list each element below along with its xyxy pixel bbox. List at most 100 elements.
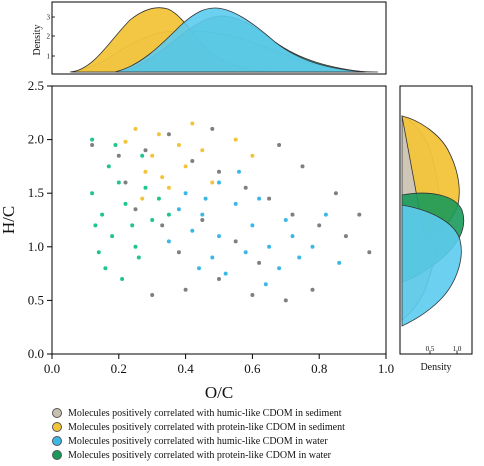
- scatter-point-s3-5: [130, 223, 135, 228]
- scatter-point-s1-5: [143, 169, 148, 174]
- scatter-point-s1-1: [156, 132, 161, 137]
- legend: Molecules positively correlated with hum…: [52, 406, 482, 462]
- legend-swatch-protein-water: [52, 450, 62, 460]
- scatter-point-s0-13: [183, 287, 188, 292]
- scatter-point-s2-21: [297, 255, 302, 260]
- y-tick-label-4: 2.0: [28, 132, 44, 147]
- scatter-point-s3-6: [136, 255, 141, 260]
- scatter-point-s2-7: [210, 255, 215, 260]
- y-tick-label-1: 0.5: [28, 292, 44, 307]
- top-density-panel: [51, 1, 387, 75]
- scatter-point-s2-0: [183, 191, 188, 196]
- scatter-point-s1-0: [133, 126, 138, 131]
- legend-swatch-humic-water: [52, 436, 62, 446]
- scatter-point-s2-23: [337, 260, 342, 265]
- right-density-humic-water: [401, 204, 462, 327]
- scatter-point-s1-12: [210, 180, 215, 185]
- scatter-point-s0-22: [160, 223, 165, 228]
- scatter-point-s3-16: [120, 277, 125, 281]
- scatter-point-s1-6: [166, 185, 171, 190]
- scatter-point-s0-1: [116, 153, 121, 158]
- scatter-point-s1-14: [140, 196, 145, 201]
- scatter-point-s0-0: [90, 143, 95, 147]
- scatter-point-s2-18: [237, 169, 241, 174]
- scatter-point-s1-13: [250, 153, 255, 158]
- scatter-point-s2-13: [310, 244, 315, 249]
- top-density-ylabel: Density: [32, 24, 43, 55]
- scatter-point-s0-10: [343, 234, 348, 239]
- scatter-point-s3-3: [116, 180, 121, 185]
- scatter-point-s3-12: [93, 223, 98, 228]
- scatter-point-s3-19: [90, 137, 95, 142]
- scatter-point-s0-5: [217, 169, 221, 174]
- scatter-point-s1-9: [183, 164, 188, 169]
- scatter-point-s0-23: [277, 143, 282, 147]
- top-density-ytick-label-1: 2: [47, 33, 51, 41]
- scatter-point-s3-1: [100, 212, 105, 217]
- y-tick-label-0: 0.0: [28, 346, 44, 361]
- legend-item-humic-sediment: Molecules positively correlated with hum…: [52, 406, 482, 420]
- scatter-point-s3-0: [90, 191, 95, 196]
- scatter-point-s0-8: [290, 212, 295, 217]
- main-plot-frame: [51, 85, 387, 355]
- legend-item-protein-water: Molecules positively correlated with pro…: [52, 448, 482, 462]
- scatter-point-s0-17: [310, 287, 315, 292]
- scatter-point-s0-25: [333, 191, 338, 196]
- legend-label-protein-sediment: Molecules positively correlated with pro…: [68, 421, 345, 433]
- top-density-frame: [51, 1, 387, 75]
- scatter-point-s2-1: [200, 212, 205, 217]
- scatter-point-s3-4: [123, 201, 128, 206]
- scatter-point-s1-10: [233, 137, 238, 142]
- legend-label-humic-water: Molecules positively correlated with hum…: [68, 435, 328, 447]
- scatter-point-s0-24: [300, 164, 305, 169]
- scatter-point-s0-3: [166, 132, 171, 137]
- right-density-axis: 0.5 1.0: [426, 345, 462, 354]
- top-density-humic-water: [114, 7, 366, 73]
- legend-label-protein-water: Molecules positively correlated with pro…: [68, 449, 331, 461]
- y-tick-label-3: 1.5: [28, 185, 44, 200]
- scatter-point-s2-19: [197, 266, 201, 271]
- legend-swatch-protein-sediment: [52, 422, 62, 432]
- main-plot-area: [51, 85, 387, 355]
- y-tick-label-5: 2.5: [28, 78, 44, 93]
- scatter-point-s2-24: [203, 196, 208, 201]
- x-tick-label-4: 0.8: [311, 361, 327, 376]
- scatter-point-s2-3: [233, 201, 238, 206]
- right-density-xtick-label-1: 1.0: [453, 345, 462, 353]
- right-density-panel: [399, 85, 473, 355]
- scatter-point-s0-18: [200, 218, 205, 222]
- x-tick-label-3: 0.6: [244, 361, 261, 376]
- scatter-point-s2-5: [267, 244, 272, 249]
- scatter-point-s3-18: [166, 212, 171, 217]
- scatter-point-s0-28: [123, 180, 128, 185]
- scatter-point-s2-17: [217, 180, 221, 185]
- scatter-point-s1-11: [160, 175, 165, 180]
- top-density-ytick-label-0: 1: [47, 53, 51, 61]
- legend-item-protein-sediment: Molecules positively correlated with pro…: [52, 420, 482, 434]
- top-density-ytick-label-2: 3: [47, 14, 51, 22]
- scatter-point-s3-2: [110, 234, 115, 239]
- scatter-point-s0-15: [250, 293, 255, 297]
- scatter-point-s0-6: [243, 185, 248, 190]
- scatter-point-s2-12: [290, 234, 295, 239]
- scatter-point-s0-19: [233, 239, 238, 244]
- scatter-point-s0-21: [133, 207, 138, 212]
- scatter-point-s0-11: [367, 250, 372, 255]
- scatter-point-s2-9: [243, 250, 248, 255]
- scatter-point-s1-2: [176, 143, 181, 147]
- scatter-point-s2-4: [250, 223, 255, 228]
- scatter-point-s2-20: [263, 282, 268, 287]
- scatter-point-s2-10: [257, 196, 262, 201]
- scatter-point-s0-2: [143, 148, 148, 153]
- scatter-point-s2-11: [277, 266, 282, 271]
- legend-label-humic-sediment: Molecules positively correlated with hum…: [68, 407, 342, 419]
- scatter-point-s0-4: [190, 159, 195, 163]
- right-density-xlabel: Density: [420, 362, 451, 373]
- scatter-point-s3-9: [143, 185, 148, 190]
- scatter-point-s2-2: [217, 234, 221, 239]
- x-tick-label-0: 0.0: [44, 361, 60, 376]
- x-tick-label-1: 0.2: [111, 361, 127, 376]
- scatter-point-s2-22: [323, 212, 328, 217]
- scatter-point-s0-12: [150, 293, 155, 297]
